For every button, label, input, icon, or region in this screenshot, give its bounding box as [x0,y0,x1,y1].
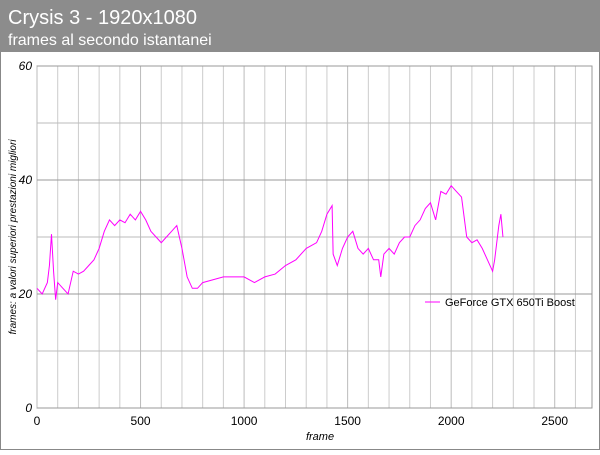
x-tick-label: 1500 [334,414,361,428]
x-tick-label: 0 [34,414,41,428]
line [36,184,504,300]
y-axis-label: frames: a valori superiori prestazioni m… [8,139,19,335]
y-tick-label: 20 [18,287,33,301]
x-axis-label: frame [306,431,334,443]
chart-title: Crysis 3 - 1920x1080 [8,7,197,29]
x-tick-label: 500 [131,414,151,428]
x-tick-label: 1000 [231,414,258,428]
y-tick-label: 60 [19,59,33,73]
legend-label: GeForce GTX 650Ti Boost [445,297,575,309]
y-tick-label: 0 [25,401,32,415]
chart-subtitle: frames al secondo istantanei [8,32,212,49]
x-tick-label: 2000 [438,414,465,428]
y-tick-label: 40 [19,173,33,187]
x-tick-label: 2500 [541,414,568,428]
header [0,0,600,52]
